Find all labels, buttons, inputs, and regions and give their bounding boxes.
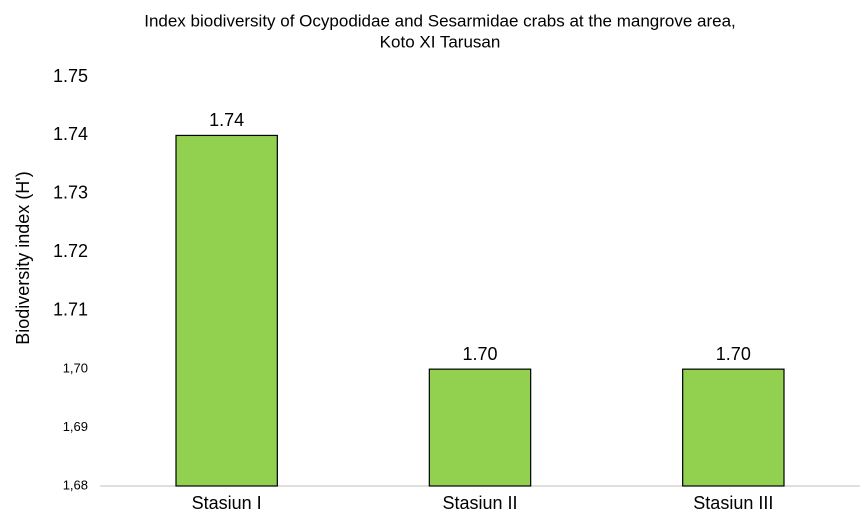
y-axis-label: Biodiversity index (H'): [13, 171, 33, 345]
data-label: 1.70: [716, 344, 751, 364]
x-tick-label: Stasiun II: [442, 493, 517, 513]
data-label: 1.74: [209, 110, 244, 130]
chart-title: Koto XI Tarusan: [380, 32, 501, 51]
chart-title: Index biodiversity of Ocypodidae and Ses…: [144, 11, 736, 30]
data-label: 1.70: [462, 344, 497, 364]
y-tick-label: 1,69: [63, 419, 88, 434]
x-tick-label: Stasiun I: [192, 493, 262, 513]
y-tick-label: 1.75: [53, 66, 88, 86]
y-tick-label: 1,70: [63, 361, 88, 376]
y-tick-label: 1,68: [63, 477, 88, 492]
y-tick-label: 1.72: [53, 241, 88, 261]
y-tick-label: 1.73: [53, 183, 88, 203]
y-tick-label: 1.71: [53, 299, 88, 319]
bar: [175, 134, 278, 487]
bar: [428, 368, 532, 487]
bar: [682, 368, 785, 487]
x-tick-label: Stasiun III: [693, 493, 773, 513]
y-tick-label: 1.74: [53, 124, 88, 144]
